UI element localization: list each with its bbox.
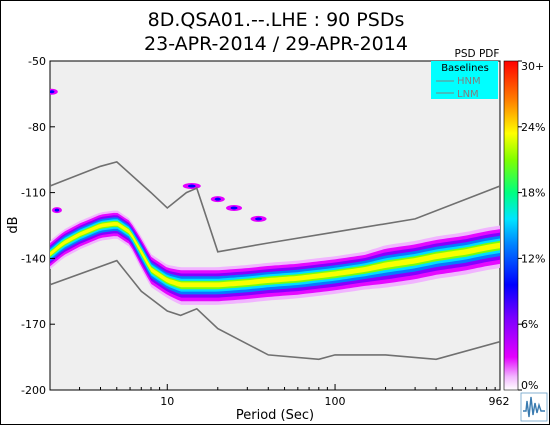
pdf-outlier-core-5 xyxy=(255,217,263,221)
colorbar-label-3: 12% xyxy=(521,252,545,265)
y-tick-label-2: -110 xyxy=(21,187,46,200)
chart-title-line2: 23-APR-2014 / 29-APR-2014 xyxy=(144,33,408,55)
colorbar-label-4: 6% xyxy=(521,318,538,331)
colorbar-label-1: 24% xyxy=(521,121,545,134)
chart-title-line1: 8D.QSA01.--.LHE : 90 PSDs xyxy=(148,9,405,31)
legend-hnm-label: HNM xyxy=(457,76,481,87)
colorbar-label-2: 18% xyxy=(521,187,545,200)
y-tick-label-0: -50 xyxy=(28,55,46,68)
x-tick-label-1: 100 xyxy=(325,395,346,408)
y-tick-label-1: -80 xyxy=(28,121,46,134)
pdf-outlier-core-4 xyxy=(230,206,238,210)
x-axis: 10 100 962 xyxy=(79,384,510,408)
pdf-outlier-core-1 xyxy=(54,208,60,212)
legend-lnm-label: LNM xyxy=(457,89,479,100)
pdf-density-band-6 xyxy=(50,222,500,288)
pdf-density-layer xyxy=(50,88,500,305)
pdf-outlier-core-0 xyxy=(50,90,55,94)
x-axis-label: Period (Sec) xyxy=(236,408,314,423)
pdf-outlier-core-2 xyxy=(187,184,196,188)
hnm-curve xyxy=(50,161,500,253)
pdf-outlier-core-3 xyxy=(214,197,221,201)
pdf-density-band-4 xyxy=(50,219,500,292)
lnm-curve xyxy=(50,259,500,361)
x-tick-label-0: 10 xyxy=(160,395,174,408)
y-tick-label-3: -140 xyxy=(21,252,46,265)
colorbar-label-0: 30+ xyxy=(521,60,544,73)
colorbar-label-5: 0% xyxy=(521,379,538,392)
colorbar-labels: 30+ 24% 18% 12% 6% 0% xyxy=(518,60,545,392)
baselines-legend-title: Baselines xyxy=(441,63,489,74)
y-axis-label: dB xyxy=(6,216,21,233)
y-tick-label-4: -170 xyxy=(21,318,46,331)
colorbar xyxy=(503,60,519,391)
wave-logo-icon xyxy=(520,392,548,422)
y-tick-label-5: -200 xyxy=(21,384,46,397)
legend-title: PSD PDF xyxy=(455,48,500,60)
x-tick-label-2: 962 xyxy=(489,395,510,408)
y-axis: -50 -80 -110 -140 -170 -200 xyxy=(21,55,55,397)
noise-model-layer xyxy=(50,161,500,361)
